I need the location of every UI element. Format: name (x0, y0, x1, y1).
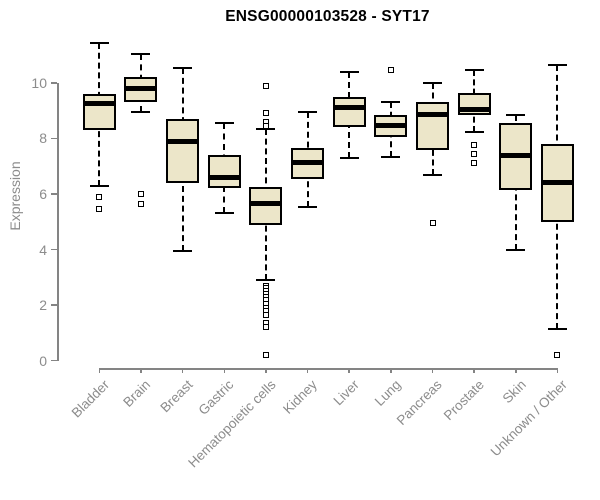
median-line (418, 112, 447, 118)
outlier-point (554, 352, 561, 359)
whisker-cap-bottom (547, 327, 567, 330)
median-line (334, 105, 364, 111)
x-axis-tick-label: Gastric (196, 377, 237, 419)
median-line (126, 85, 156, 91)
x-axis-tick-label: Lung (371, 377, 404, 410)
whisker-cap-top (298, 111, 318, 114)
x-axis-tick (390, 368, 392, 374)
box (416, 102, 449, 150)
outlier-point (262, 82, 269, 89)
chart-title: ENSG00000103528 - SYT17 (225, 8, 430, 25)
whisker-cap-top (173, 66, 193, 69)
x-axis-tick-label: Unknown / Other (487, 377, 571, 460)
median-line (251, 201, 281, 207)
x-axis-tick (515, 368, 517, 374)
outlier-point (137, 191, 144, 198)
x-axis-tick-label: Liver (330, 377, 362, 409)
x-axis-tick-label: Kidney (280, 377, 321, 418)
outlier-point (471, 160, 478, 167)
outlier-point (137, 200, 144, 207)
y-axis-tick-label: 8 (39, 130, 47, 147)
outlier-point (262, 122, 269, 129)
y-axis-tick (51, 248, 57, 251)
whisker-cap-bottom (89, 184, 109, 187)
x-axis-tick-label: Breast (157, 377, 196, 416)
y-axis-tick (51, 193, 57, 195)
whisker-cap-top (464, 69, 484, 72)
x-axis-tick-label: Skin (499, 377, 529, 407)
box (207, 155, 241, 189)
whisker-cap-top (214, 122, 234, 125)
y-axis-tick (51, 82, 57, 84)
x-axis-tick (306, 368, 309, 374)
box (82, 94, 116, 131)
whisker-cap-bottom (506, 248, 526, 251)
x-axis-tick-label: Prostate (440, 377, 487, 424)
outlier-point (96, 193, 103, 200)
whisker-cap-bottom (423, 173, 442, 176)
whisker-cap-bottom (131, 111, 151, 114)
whisker-cap-bottom (298, 205, 318, 208)
x-axis-tick (348, 368, 350, 374)
whisker-cap-bottom (381, 155, 401, 158)
x-axis-tick (473, 368, 475, 374)
y-axis-tick (51, 137, 57, 140)
whisker-cap-bottom (173, 249, 193, 252)
x-axis-tick (98, 368, 101, 374)
whisker-cap-top (339, 70, 359, 73)
y-axis-tick-label: 10 (31, 74, 47, 91)
outlier-point (471, 150, 478, 157)
box (332, 96, 366, 128)
outlier-point (262, 110, 269, 117)
median-line (84, 101, 114, 107)
outlier-point (471, 142, 478, 149)
whisker-cap-bottom (214, 212, 234, 215)
median-line (501, 152, 531, 158)
x-axis-tick (181, 368, 184, 374)
median-line (542, 180, 572, 186)
whisker-cap-bottom (339, 156, 359, 159)
outlier-point (387, 67, 394, 74)
y-axis-tick-label: 0 (39, 352, 47, 369)
outlier-point (429, 220, 436, 227)
whisker-cap-top (547, 63, 567, 66)
x-axis-tick (265, 368, 267, 374)
outlier-point (262, 352, 269, 359)
x-axis-tick-label: Bladder (68, 377, 112, 421)
median-line (293, 159, 323, 165)
whisker-cap-top (89, 41, 109, 44)
x-axis-tick (556, 368, 559, 374)
x-axis-tick (223, 368, 225, 374)
y-axis-tick (51, 304, 57, 306)
x-axis-tick-label: Brain (120, 377, 154, 411)
whisker-cap-top (381, 101, 401, 104)
whisker-cap-bottom (256, 279, 276, 282)
whisker-cap-bottom (464, 130, 484, 133)
median-line (376, 123, 406, 129)
whisker-cap-top (423, 81, 442, 84)
x-axis (99, 368, 558, 370)
outlier-point (96, 206, 103, 213)
y-axis-tick-label: 4 (39, 241, 47, 258)
y-axis-tick-label: 2 (39, 297, 47, 314)
median-line (168, 138, 198, 144)
outlier-point (262, 311, 269, 318)
x-axis-tick (431, 368, 434, 374)
x-axis-tick (140, 368, 142, 374)
y-axis (57, 82, 59, 361)
box (166, 119, 200, 183)
whisker-cap-top (506, 113, 526, 116)
whisker-cap-top (131, 52, 151, 55)
y-axis-tick (51, 359, 57, 362)
outlier-point (262, 324, 269, 331)
median-line (459, 106, 489, 112)
y-axis-tick-label: 6 (39, 186, 47, 203)
median-line (209, 174, 239, 180)
